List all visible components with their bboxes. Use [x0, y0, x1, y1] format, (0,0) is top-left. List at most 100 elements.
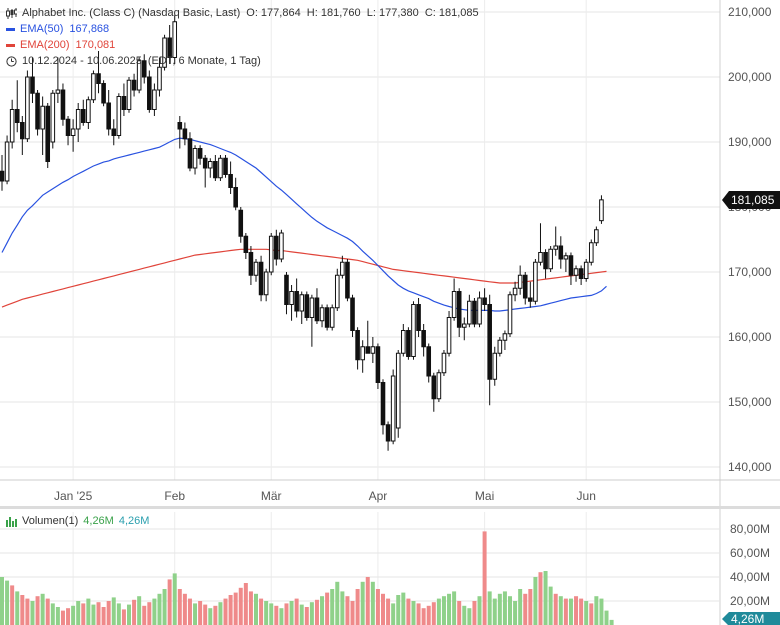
- candle: [355, 327, 360, 370]
- volume-bar: [497, 593, 502, 625]
- time-tick-label: Apr: [369, 489, 388, 503]
- price-tick-label: 190,000: [728, 135, 772, 149]
- candle: [238, 207, 244, 243]
- time-tick-label: Jun: [577, 489, 596, 503]
- candle: [172, 15, 178, 64]
- candle: [126, 77, 132, 113]
- volume-bar: [55, 607, 60, 625]
- candle: [375, 343, 381, 389]
- candle: [431, 372, 437, 412]
- volume-bar: [599, 598, 604, 625]
- volume-bar: [167, 579, 172, 625]
- panel-divider: [0, 479, 780, 509]
- candle: [70, 119, 76, 152]
- candle: [467, 294, 472, 328]
- candle: [4, 135, 10, 185]
- volume-bar: [345, 596, 350, 625]
- volume-bar: [396, 595, 401, 625]
- volume-bar: [294, 598, 299, 625]
- candle: [507, 291, 513, 337]
- volume-tick-label: 40,00M: [730, 570, 770, 584]
- volume-bar: [513, 601, 518, 625]
- volume-bar: [467, 608, 472, 625]
- volume-bar: [584, 601, 589, 625]
- volume-bar: [172, 573, 177, 625]
- volume-bar: [579, 598, 584, 625]
- candle: [401, 324, 406, 357]
- volume-bar: [182, 593, 187, 625]
- candle: [177, 116, 183, 149]
- volume-bar: [20, 595, 25, 625]
- date-range: 10.12.2024 - 10.06.2025: [22, 55, 142, 67]
- volume-bar: [325, 592, 330, 625]
- volume-bar: [304, 607, 309, 625]
- legend-range-row: 10.12.2024 - 10.06.2025 (EDT, 6 Monate, …: [6, 53, 479, 69]
- ema200-value: 170,081: [75, 39, 116, 51]
- candle: [233, 177, 238, 211]
- volume-bar: [223, 598, 228, 625]
- bar-chart-icon: [6, 516, 17, 527]
- price-tick-label: 170,000: [728, 265, 772, 279]
- volume-bar: [142, 605, 147, 625]
- candle: [111, 119, 117, 146]
- candle: [588, 239, 594, 266]
- volume-bar: [279, 608, 284, 625]
- volume-bar: [198, 601, 203, 625]
- candle: [147, 70, 152, 113]
- candle: [101, 80, 106, 107]
- volume-bar: [568, 598, 573, 625]
- volume-bar: [81, 603, 86, 625]
- candle: [162, 34, 167, 71]
- ema200-line: [1, 248, 607, 308]
- volume-bar: [411, 601, 416, 625]
- volume-bar: [25, 598, 30, 625]
- volume-bar: [264, 601, 269, 625]
- candle: [477, 291, 482, 328]
- candle: [517, 265, 523, 295]
- volume-bar: [106, 601, 111, 625]
- candle: [96, 51, 101, 94]
- candle: [223, 155, 228, 178]
- candle: [14, 80, 20, 133]
- volume-bar: [111, 597, 116, 625]
- volume-bar: [574, 596, 579, 625]
- candle: [319, 304, 325, 328]
- candle: [50, 90, 56, 149]
- candle: [213, 155, 218, 181]
- candle: [258, 255, 264, 302]
- volume-bar: [381, 593, 385, 625]
- candle: [274, 229, 279, 266]
- candle: [309, 294, 315, 347]
- volume-bar: [609, 619, 614, 625]
- candle: [568, 252, 574, 285]
- volume-bar: [416, 603, 421, 625]
- legend-ema50-row: EMA(50) 167,868: [6, 21, 479, 37]
- volume-bar: [340, 591, 345, 625]
- volume-bar: [71, 605, 76, 625]
- time-tick-label: Mai: [475, 489, 494, 503]
- candle: [40, 96, 45, 155]
- volume-bar: [406, 598, 411, 625]
- volume-bar: [86, 598, 91, 625]
- candle: [578, 265, 584, 285]
- candle: [553, 226, 559, 256]
- volume-bar: [5, 580, 10, 625]
- candle: [370, 337, 376, 363]
- volume-bar: [365, 577, 370, 625]
- candle: [543, 249, 548, 279]
- candle: [421, 324, 426, 357]
- volume-bar: [502, 591, 507, 625]
- candle: [192, 145, 198, 175]
- candle: [334, 268, 340, 311]
- volume-bar: [426, 605, 431, 625]
- candle: [558, 236, 564, 269]
- candle: [116, 93, 122, 139]
- volume-bar: [147, 602, 152, 625]
- volume-bar: [0, 577, 4, 625]
- candle: [314, 288, 320, 324]
- candle: [289, 285, 294, 321]
- candle: [528, 281, 533, 308]
- candlestick-series: [0, 15, 604, 451]
- volume-bar: [203, 604, 208, 625]
